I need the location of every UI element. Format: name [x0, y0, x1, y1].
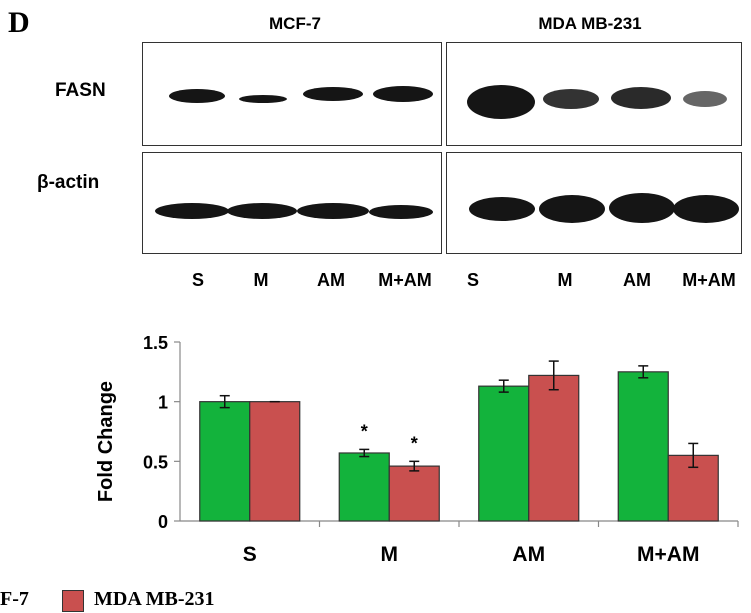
blot-actin-mda: [446, 152, 742, 254]
x-tick-label: M: [381, 543, 399, 566]
cell-line-title-mda: MDA MB-231: [538, 14, 642, 33]
y-tick-label: 1.5: [143, 333, 168, 353]
bar-m-am-0: [617, 371, 669, 522]
lane-label-mcf7-m: M: [253, 270, 269, 290]
legend-swatch-mda: [62, 590, 84, 612]
lane-label-mda-mam: M+AM: [682, 270, 736, 290]
blot-fasn-mda: [446, 42, 742, 146]
bar-am-1: [528, 374, 580, 522]
lane-label-mda-s: S: [466, 270, 479, 290]
row-label-actin: β-actin: [37, 172, 100, 193]
lane-label-mcf7-s: S: [191, 270, 204, 290]
bar-m-1: [388, 465, 440, 522]
y-tick-label: 0: [158, 512, 168, 532]
blot-actin-mcf7: [142, 152, 442, 254]
lane-label-mda-m: M: [557, 270, 573, 290]
row-label-fasn: FASN: [55, 80, 106, 101]
bar-am-0: [478, 385, 530, 522]
bar-s-1: [249, 401, 301, 522]
x-tick-label: AM: [512, 543, 545, 566]
lane-label-mcf7-am: AM: [317, 270, 345, 290]
panel-letter: D: [8, 6, 30, 39]
y-tick-label: 0.5: [143, 452, 168, 472]
lane-label-mda-am: AM: [623, 270, 651, 290]
lane-label-mcf7-mam: M+AM: [378, 270, 432, 290]
significance-asterisk: *: [411, 433, 418, 453]
significance-asterisk: *: [361, 421, 368, 441]
bar-s-0: [199, 401, 251, 522]
cell-line-title-mcf7: MCF-7: [269, 14, 321, 33]
legend-label-mcf7: F-7: [0, 588, 29, 610]
x-tick-label: S: [243, 543, 257, 566]
blot-fasn-mcf7: [142, 42, 442, 146]
y-tick-label: 1: [158, 393, 168, 413]
y-axis-label: Fold Change: [95, 381, 117, 502]
legend-label-mda: MDA MB-231: [94, 588, 215, 610]
x-tick-label: M+AM: [637, 543, 699, 566]
bar-m-0: [338, 452, 390, 522]
